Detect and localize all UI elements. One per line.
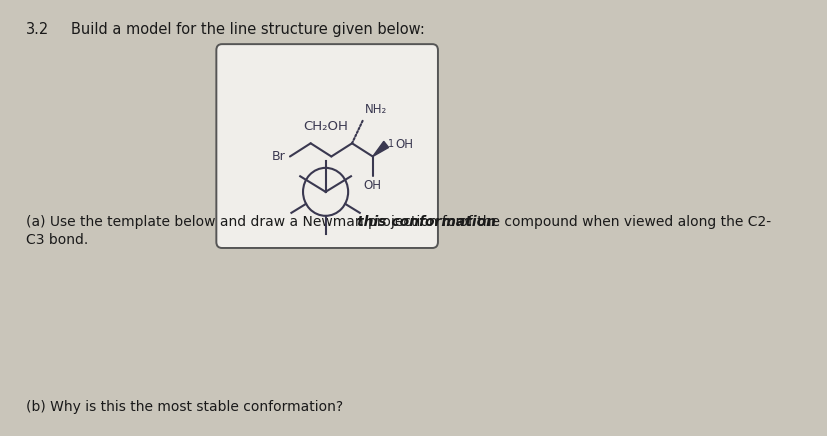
Text: C3 bond.: C3 bond. [26,233,88,247]
Text: 3.2: 3.2 [26,22,50,37]
Text: OH: OH [363,179,381,192]
Text: CH₂OH: CH₂OH [303,120,347,133]
Text: this conformation: this conformation [356,215,495,229]
Text: of the compound when viewed along the C2-: of the compound when viewed along the C2… [454,215,770,229]
Text: NH₂: NH₂ [365,103,387,116]
Text: (b) Why is this the most stable conformation?: (b) Why is this the most stable conforma… [26,400,343,414]
Text: 1: 1 [388,140,394,150]
FancyBboxPatch shape [216,44,437,248]
Text: OH: OH [395,138,414,151]
Text: (a) Use the template below and draw a Newman projection for: (a) Use the template below and draw a Ne… [26,215,466,229]
Polygon shape [372,141,388,157]
Text: Build a model for the line structure given below:: Build a model for the line structure giv… [70,22,424,37]
Text: Br: Br [271,150,285,163]
